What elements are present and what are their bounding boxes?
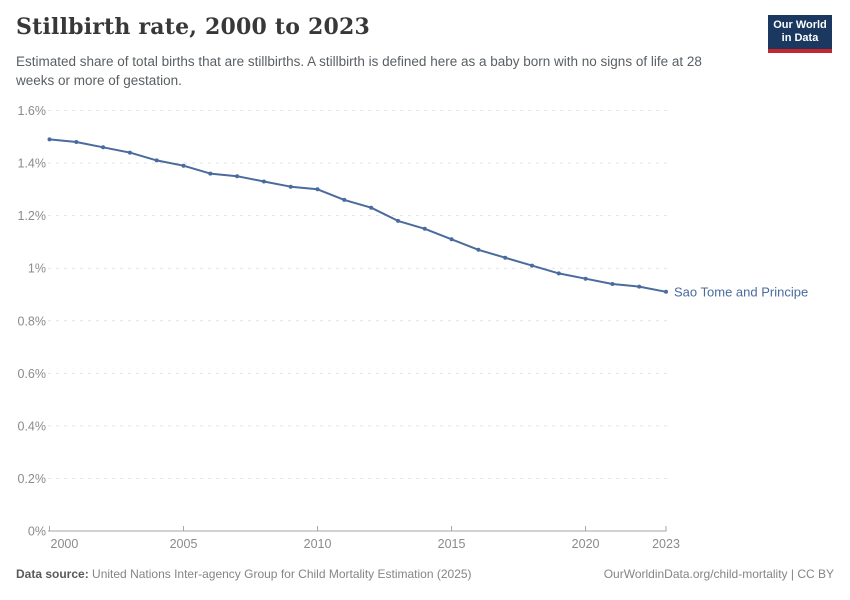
y-tick-label: 0.2% <box>18 472 47 486</box>
data-point <box>342 197 347 202</box>
y-tick-label: 1% <box>28 262 46 276</box>
data-point <box>476 247 481 252</box>
data-point <box>664 289 668 294</box>
x-tick-label: 2020 <box>572 537 600 551</box>
entity-label[interactable]: Sao Tome and Principe <box>674 284 808 299</box>
chart-footer: Data source: United Nations Inter-agency… <box>16 567 834 581</box>
data-point <box>288 184 293 189</box>
owid-logo-text: Our World in Data <box>773 19 827 45</box>
data-point <box>369 205 374 210</box>
data-source-line: Data source: United Nations Inter-agency… <box>16 567 472 581</box>
data-point <box>74 140 79 144</box>
data-point <box>449 237 454 242</box>
y-tick-label: 0% <box>28 525 46 539</box>
owid-logo-line2: in Data <box>781 32 819 44</box>
x-tick-label: 2023 <box>652 537 680 551</box>
chart-title: Stillbirth rate, 2000 to 2023 <box>16 14 371 40</box>
y-tick-label: 0.8% <box>18 314 47 328</box>
y-tick-label: 1.6% <box>18 104 47 118</box>
chart-subtitle: Estimated share of total births that are… <box>16 54 702 88</box>
y-tick-label: 0.6% <box>18 367 47 381</box>
x-tick-label: 2010 <box>304 537 332 551</box>
data-point <box>637 284 642 289</box>
y-tick-label: 0.4% <box>18 419 47 433</box>
data-point <box>556 271 561 276</box>
data-point <box>101 145 106 150</box>
data-point <box>127 150 132 155</box>
data-point <box>422 226 427 231</box>
owid-logo[interactable]: Our World in Data <box>768 15 832 53</box>
x-tick-label: 2000 <box>51 537 79 551</box>
footer-citation-link[interactable]: OurWorldinData.org/child-mortality | CC … <box>603 567 834 581</box>
series-line[interactable] <box>48 138 667 293</box>
data-point <box>181 163 186 168</box>
data-point <box>610 282 615 286</box>
data-point <box>47 137 52 142</box>
data-point <box>235 174 240 179</box>
x-tick-label: 2015 <box>438 537 466 551</box>
y-tick-label: 1.4% <box>18 157 47 171</box>
owid-logo-line1: Our World <box>773 19 827 31</box>
data-point <box>261 179 266 184</box>
y-tick-label: 1.2% <box>18 209 47 223</box>
data-point <box>583 276 588 281</box>
x-tick-label: 2005 <box>170 537 198 551</box>
data-point <box>396 218 400 223</box>
data-point <box>154 158 159 163</box>
data-point <box>530 263 534 268</box>
data-source-label: Data source: <box>16 567 89 581</box>
data-point <box>208 171 213 176</box>
data-source-value: United Nations Inter-agency Group for Ch… <box>92 567 472 581</box>
data-point <box>315 187 320 192</box>
data-point <box>503 255 508 260</box>
